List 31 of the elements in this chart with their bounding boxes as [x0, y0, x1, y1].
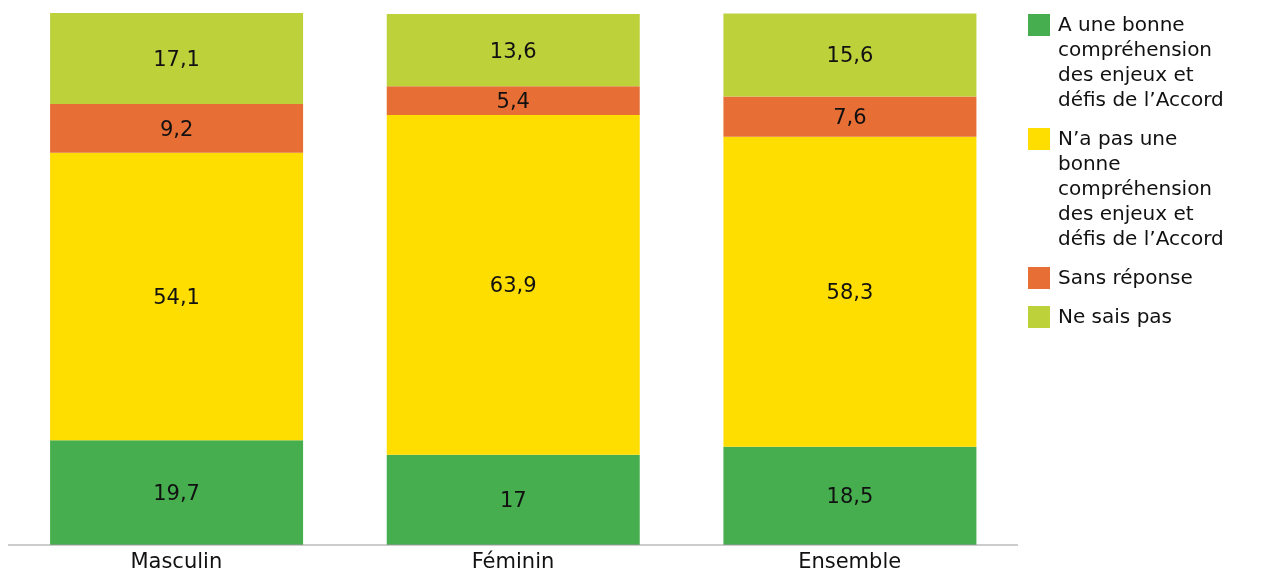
- bar: [50, 440, 304, 545]
- bar: [386, 454, 640, 545]
- data-label: 19,7: [153, 481, 200, 506]
- bar: [386, 115, 640, 455]
- bar: [50, 152, 304, 441]
- data-label: 18,5: [826, 484, 874, 509]
- bar: [723, 96, 977, 137]
- data-label: 13,6: [489, 38, 537, 63]
- legend-label: Sans réponse: [1058, 265, 1194, 290]
- x-tick-label: Féminin: [471, 548, 555, 573]
- bar: [50, 13, 304, 104]
- x-tick-label: Ensemble: [798, 548, 902, 573]
- legend-label: Ne sais pas: [1058, 304, 1173, 329]
- data-label: 7,6: [833, 105, 867, 130]
- data-label: 17: [499, 488, 527, 513]
- bar: [723, 136, 977, 447]
- bar: [723, 13, 977, 97]
- data-label: 9,2: [159, 116, 194, 141]
- data-label: 5,4: [496, 89, 530, 114]
- data-label: 63,9: [489, 273, 537, 298]
- data-label: 58,3: [826, 280, 874, 305]
- data-label: 15,6: [826, 43, 874, 68]
- bar: [723, 446, 977, 545]
- x-tick-label: Masculin: [130, 548, 223, 573]
- bar: [386, 86, 640, 116]
- bar: [386, 14, 640, 87]
- legend-label: A une bonne compréhension des enjeux et défis de l’Accord: [1058, 12, 1225, 112]
- data-label: 17,1: [153, 46, 200, 71]
- bar: [50, 103, 304, 153]
- data-label: 54,1: [153, 284, 200, 309]
- legend-label: N’a pas une bonne compréhension des enjeux et défis de l’Accord: [1058, 126, 1225, 251]
